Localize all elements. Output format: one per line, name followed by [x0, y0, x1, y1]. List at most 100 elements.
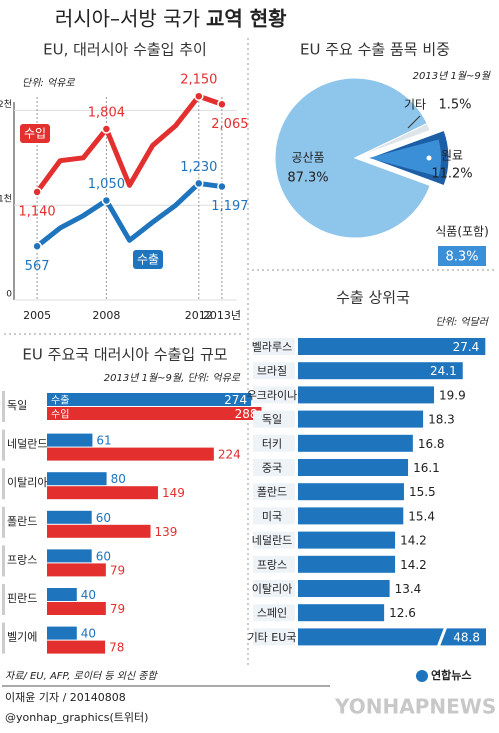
point	[101, 124, 112, 134]
row-band	[253, 555, 295, 573]
value-label: 79	[110, 563, 125, 577]
point	[217, 181, 227, 192]
point	[217, 99, 227, 110]
row-bracket	[2, 545, 5, 577]
category-label: 원료	[441, 149, 463, 163]
x-tick-label: 2012	[185, 309, 213, 322]
bar	[47, 563, 106, 577]
row-bracket	[2, 622, 5, 654]
category-label: 이탈리아	[252, 583, 292, 596]
value-label: 1,804	[88, 106, 125, 121]
main-title: 러시아–서방 국가	[55, 7, 200, 31]
category-label: 벨라루스	[252, 341, 292, 354]
category-label: 독일	[7, 398, 27, 412]
bar	[298, 362, 463, 380]
value-label: 2,150	[180, 73, 217, 88]
value-label: 274	[224, 393, 247, 407]
logo-mark	[416, 670, 428, 682]
x-tick-label: 2005	[23, 309, 51, 322]
watermark: YONHAPNEWS	[334, 695, 496, 719]
panel-title: EU 주요 수출 품목 비중	[300, 41, 450, 59]
point	[32, 241, 42, 252]
category-label: 네덜란드	[7, 438, 47, 451]
bar	[298, 604, 385, 622]
category-label: 기타	[404, 98, 426, 112]
value-label: 80	[111, 472, 126, 486]
category-label: 미국	[262, 510, 282, 523]
subtitle: 2013년 1월~9월, 단위: 억유로	[104, 372, 241, 384]
bar	[47, 524, 151, 538]
row-band	[253, 507, 295, 525]
axis-break	[436, 625, 448, 648]
category-label: 벨기에	[7, 631, 37, 644]
value-label: 40	[81, 588, 96, 602]
value-label: 24.1	[430, 364, 457, 378]
row-band	[253, 459, 295, 476]
bar	[47, 602, 106, 615]
unit-label: 단위: 억유로	[22, 77, 75, 89]
bar	[47, 626, 77, 640]
value-label: 61	[96, 434, 111, 448]
row-band	[253, 604, 295, 622]
legend-label: 수입	[24, 127, 46, 141]
series-tag	[133, 250, 163, 269]
twitter: @yonhap_graphics(트위터)	[5, 711, 148, 724]
category-label: 이탈리아	[7, 476, 47, 489]
y-tick-label: 1천	[0, 194, 12, 205]
row-band	[253, 362, 295, 380]
value-label: 1.5%	[438, 98, 471, 113]
bar	[298, 459, 409, 476]
series-line	[35, 93, 223, 194]
category-label: 폴란드	[7, 515, 37, 528]
value-label: 60	[96, 549, 111, 563]
value-label: 16.8	[418, 437, 445, 451]
bar	[47, 486, 158, 500]
category-label: 식품(포함)	[435, 225, 489, 239]
category-label: 중국	[262, 462, 282, 475]
leader	[407, 115, 421, 129]
value-label: 60	[96, 511, 111, 525]
point	[194, 91, 204, 101]
legend-label: 수입	[51, 408, 69, 421]
y-tick-label: 2천	[0, 99, 12, 110]
bar	[47, 393, 252, 406]
category-label: 핀란드	[7, 592, 37, 605]
row-band	[253, 338, 295, 355]
row-band	[253, 483, 295, 501]
row-band	[253, 531, 295, 549]
value-label: 8.3%	[445, 250, 478, 265]
series-line	[35, 180, 223, 249]
bar	[298, 386, 435, 404]
category-label: 네덜란드	[252, 534, 292, 547]
value-label: 15.5	[409, 485, 436, 499]
bar	[298, 555, 396, 573]
row-band	[253, 434, 295, 452]
row-band	[253, 386, 295, 404]
x-tick-label: 2013년	[203, 309, 241, 322]
value-label: 14.2	[400, 558, 427, 572]
value-label: 1,230	[180, 160, 217, 175]
subtitle: 2013년 1월~9월	[413, 70, 491, 82]
category-label: 터키	[262, 437, 282, 450]
row-bracket	[2, 468, 5, 500]
main-title-emphasis: 교역 현황	[206, 7, 287, 31]
value-label: 1,050	[88, 177, 125, 192]
value-label: 1,140	[18, 204, 55, 219]
category-label: 프랑스	[257, 558, 287, 571]
legend-label: 수출	[51, 395, 69, 407]
bar	[47, 549, 92, 563]
value-label: 40	[81, 627, 96, 641]
category-label: 스페인	[257, 607, 287, 620]
bar	[298, 483, 404, 501]
bar	[47, 407, 262, 420]
point	[101, 195, 112, 206]
category-label: 우크라이나	[247, 389, 298, 402]
dot	[426, 155, 432, 161]
row-band	[253, 410, 295, 428]
value-label: 139	[155, 525, 178, 539]
value-label: 19.9	[439, 388, 466, 402]
value-box	[438, 246, 486, 266]
unit-label: 단위: 억달러	[435, 316, 489, 328]
value-label: 18.3	[428, 413, 455, 427]
